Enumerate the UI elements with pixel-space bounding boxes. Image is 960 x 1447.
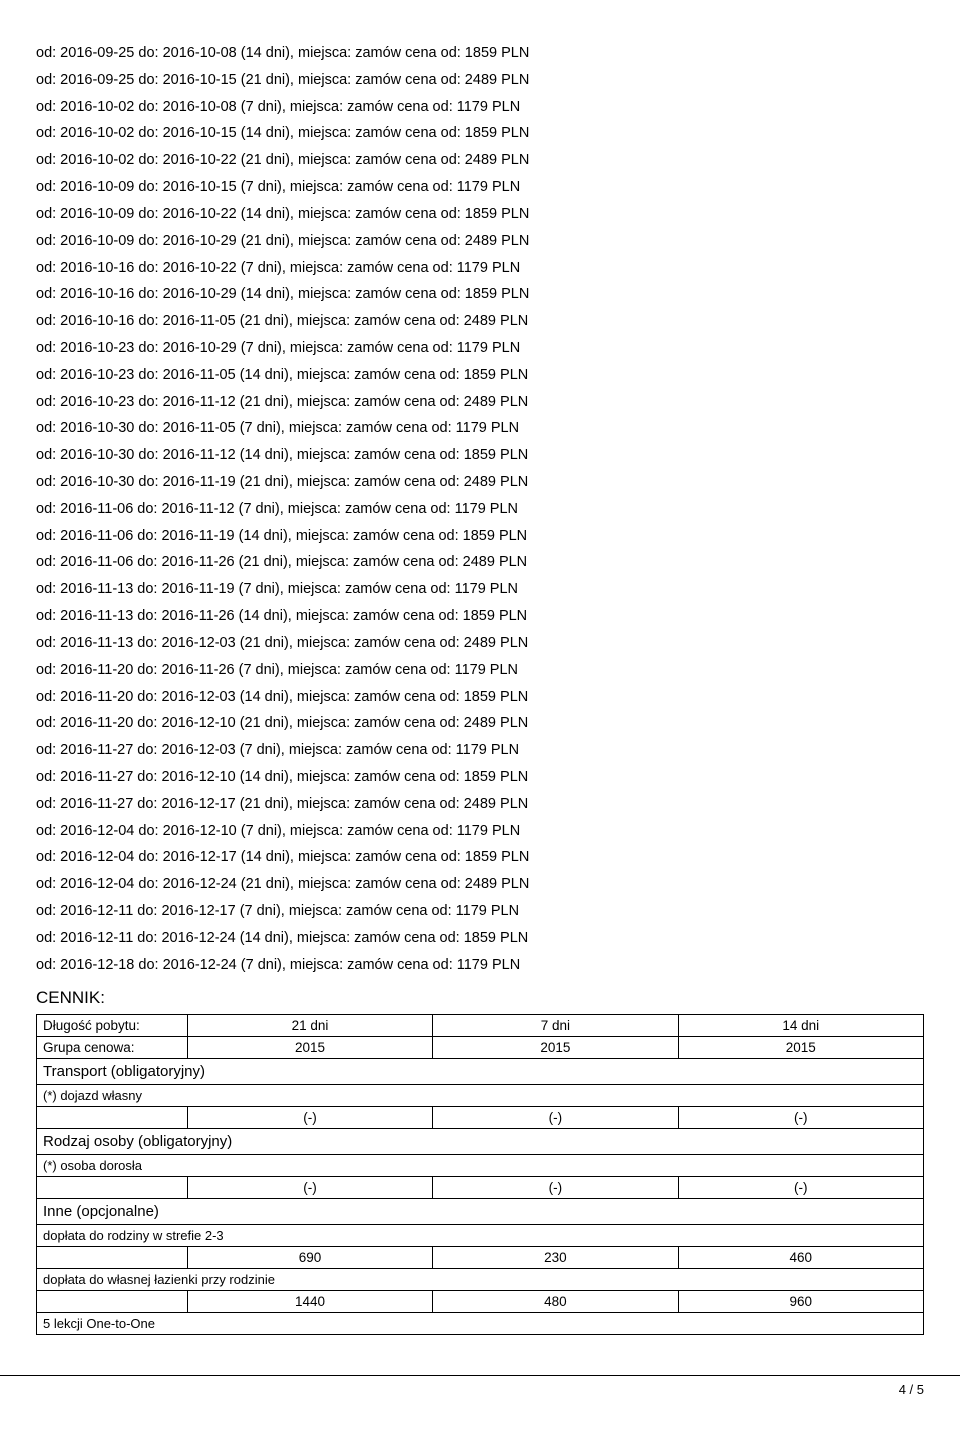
- offer-item: od: 2016-10-09 do: 2016-10-29 (21 dni), …: [36, 228, 924, 255]
- row-osoba-values: (-) (-) (-): [37, 1177, 924, 1199]
- offer-item: od: 2016-11-20 do: 2016-12-03 (14 dni), …: [36, 684, 924, 711]
- grupa-label: Grupa cenowa:: [37, 1037, 188, 1059]
- price-table: Długość pobytu: 21 dni 7 dni 14 dni Grup…: [36, 1014, 924, 1335]
- sub-doplata-lazienka: dopłata do własnej łazienki przy rodzini…: [37, 1269, 924, 1291]
- offer-item: od: 2016-11-06 do: 2016-11-26 (21 dni), …: [36, 549, 924, 576]
- offer-item: od: 2016-12-11 do: 2016-12-24 (14 dni), …: [36, 925, 924, 952]
- row-grupa: Grupa cenowa: 2015 2015 2015: [37, 1037, 924, 1059]
- cennik-heading: CENNIK:: [36, 988, 924, 1008]
- offer-item: od: 2016-10-09 do: 2016-10-22 (14 dni), …: [36, 201, 924, 228]
- offer-item: od: 2016-11-06 do: 2016-11-19 (14 dni), …: [36, 523, 924, 550]
- offer-item: od: 2016-12-04 do: 2016-12-24 (21 dni), …: [36, 871, 924, 898]
- sub-osoba: (*) osoba dorosła: [37, 1155, 924, 1177]
- dojazd-val-2: (-): [678, 1107, 923, 1129]
- dojazd-blank: [37, 1107, 188, 1129]
- offer-item: od: 2016-11-27 do: 2016-12-17 (21 dni), …: [36, 791, 924, 818]
- offer-item: od: 2016-11-06 do: 2016-11-12 (7 dni), m…: [36, 496, 924, 523]
- offer-item: od: 2016-10-09 do: 2016-10-15 (7 dni), m…: [36, 174, 924, 201]
- offer-item: od: 2016-10-02 do: 2016-10-22 (21 dni), …: [36, 147, 924, 174]
- row-dojazd-values: (-) (-) (-): [37, 1107, 924, 1129]
- offer-item: od: 2016-10-16 do: 2016-10-22 (7 dni), m…: [36, 255, 924, 282]
- strefa-val-0: 690: [187, 1247, 432, 1269]
- offer-item: od: 2016-09-25 do: 2016-10-15 (21 dni), …: [36, 67, 924, 94]
- dojazd-val-0: (-): [187, 1107, 432, 1129]
- offer-item: od: 2016-10-02 do: 2016-10-15 (14 dni), …: [36, 120, 924, 147]
- offer-item: od: 2016-10-02 do: 2016-10-08 (7 dni), m…: [36, 94, 924, 121]
- strefa-val-1: 230: [433, 1247, 678, 1269]
- offer-item: od: 2016-11-27 do: 2016-12-10 (14 dni), …: [36, 764, 924, 791]
- section-inne: Inne (opcjonalne): [37, 1199, 924, 1225]
- offer-item: od: 2016-10-30 do: 2016-11-19 (21 dni), …: [36, 469, 924, 496]
- row-strefa-values: 690 230 460: [37, 1247, 924, 1269]
- lazienka-val-2: 960: [678, 1291, 923, 1313]
- offer-item: od: 2016-10-23 do: 2016-11-05 (14 dni), …: [36, 362, 924, 389]
- offer-item: od: 2016-11-20 do: 2016-11-26 (7 dni), m…: [36, 657, 924, 684]
- offer-item: od: 2016-11-27 do: 2016-12-03 (7 dni), m…: [36, 737, 924, 764]
- page-number: 4 / 5: [899, 1382, 924, 1397]
- offer-item: od: 2016-10-16 do: 2016-11-05 (21 dni), …: [36, 308, 924, 335]
- dlugosc-label: Długość pobytu:: [37, 1015, 188, 1037]
- offer-list: od: 2016-09-25 do: 2016-10-08 (14 dni), …: [36, 40, 924, 978]
- grupa-val-0: 2015: [187, 1037, 432, 1059]
- offer-item: od: 2016-10-23 do: 2016-11-12 (21 dni), …: [36, 389, 924, 416]
- offer-item: od: 2016-12-04 do: 2016-12-17 (14 dni), …: [36, 844, 924, 871]
- osoba-blank: [37, 1177, 188, 1199]
- offer-item: od: 2016-12-04 do: 2016-12-10 (7 dni), m…: [36, 818, 924, 845]
- dojazd-val-1: (-): [433, 1107, 678, 1129]
- offer-item: od: 2016-10-23 do: 2016-10-29 (7 dni), m…: [36, 335, 924, 362]
- grupa-val-2: 2015: [678, 1037, 923, 1059]
- strefa-blank: [37, 1247, 188, 1269]
- page-footer: 4 / 5: [0, 1375, 960, 1417]
- strefa-val-2: 460: [678, 1247, 923, 1269]
- osoba-val-0: (-): [187, 1177, 432, 1199]
- offer-item: od: 2016-12-18 do: 2016-12-24 (7 dni), m…: [36, 952, 924, 979]
- grupa-val-1: 2015: [433, 1037, 678, 1059]
- offer-item: od: 2016-11-13 do: 2016-11-19 (7 dni), m…: [36, 576, 924, 603]
- dlugosc-val-0: 21 dni: [187, 1015, 432, 1037]
- lazienka-blank: [37, 1291, 188, 1313]
- offer-item: od: 2016-11-13 do: 2016-12-03 (21 dni), …: [36, 630, 924, 657]
- dlugosc-val-2: 14 dni: [678, 1015, 923, 1037]
- offer-item: od: 2016-10-16 do: 2016-10-29 (14 dni), …: [36, 281, 924, 308]
- offer-item: od: 2016-11-13 do: 2016-11-26 (14 dni), …: [36, 603, 924, 630]
- sub-doplata-strefa: dopłata do rodziny w strefie 2-3: [37, 1225, 924, 1247]
- offer-item: od: 2016-12-11 do: 2016-12-17 (7 dni), m…: [36, 898, 924, 925]
- section-transport: Transport (obligatoryjny): [37, 1059, 924, 1085]
- sub-lekcji: 5 lekcji One-to-One: [37, 1313, 924, 1335]
- row-lazienka-values: 1440 480 960: [37, 1291, 924, 1313]
- lazienka-val-1: 480: [433, 1291, 678, 1313]
- row-dlugosc: Długość pobytu: 21 dni 7 dni 14 dni: [37, 1015, 924, 1037]
- osoba-val-2: (-): [678, 1177, 923, 1199]
- offer-item: od: 2016-09-25 do: 2016-10-08 (14 dni), …: [36, 40, 924, 67]
- sub-dojazd: (*) dojazd własny: [37, 1085, 924, 1107]
- lazienka-val-0: 1440: [187, 1291, 432, 1313]
- offer-item: od: 2016-10-30 do: 2016-11-12 (14 dni), …: [36, 442, 924, 469]
- dlugosc-val-1: 7 dni: [433, 1015, 678, 1037]
- osoba-val-1: (-): [433, 1177, 678, 1199]
- offer-item: od: 2016-10-30 do: 2016-11-05 (7 dni), m…: [36, 415, 924, 442]
- offer-item: od: 2016-11-20 do: 2016-12-10 (21 dni), …: [36, 710, 924, 737]
- section-rodzaj: Rodzaj osoby (obligatoryjny): [37, 1129, 924, 1155]
